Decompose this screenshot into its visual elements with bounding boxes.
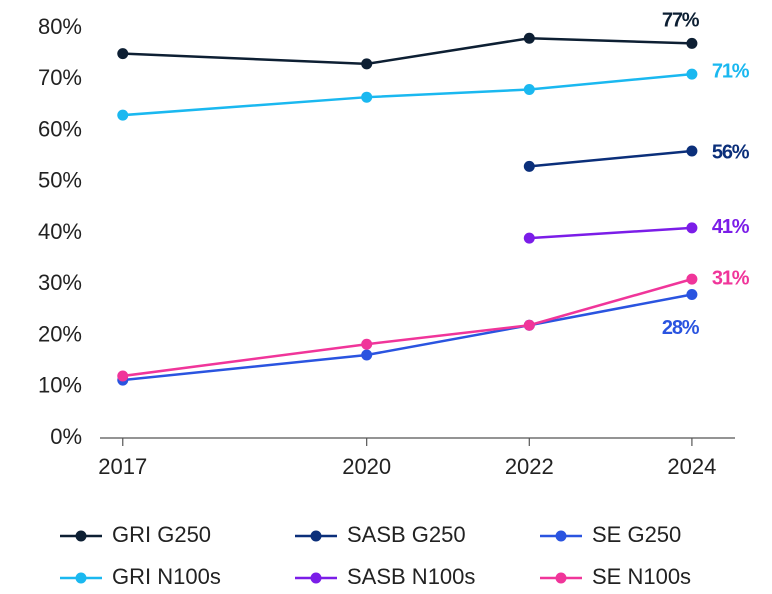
y-tick-label: 50% [38, 168, 82, 193]
data-label: 41% [712, 216, 750, 238]
data-point [686, 37, 698, 49]
data-point [686, 273, 698, 285]
legend-marker [555, 572, 567, 584]
legend-marker [75, 530, 87, 542]
y-tick-label: 80% [38, 14, 82, 39]
data-point [117, 370, 129, 382]
data-point [361, 58, 373, 70]
y-tick-label: 0% [50, 424, 82, 449]
y-tick-label: 30% [38, 270, 82, 295]
legend-marker [75, 572, 87, 584]
data-point [686, 289, 698, 300]
series-line [122, 277, 693, 378]
y-tick-label: 20% [38, 321, 82, 346]
data-point [523, 232, 535, 244]
legend-label: SASB N100s [347, 564, 475, 589]
data-point [117, 48, 129, 60]
legend-label: SE G250 [592, 522, 681, 547]
series-line [122, 36, 692, 66]
series-line [122, 293, 693, 382]
series-line [529, 226, 692, 240]
data-point [523, 160, 535, 172]
x-tick-label: 2020 [342, 454, 391, 479]
legend-label: GRI G250 [112, 522, 211, 547]
y-tick-label: 10% [38, 373, 82, 398]
data-point [686, 68, 698, 80]
y-tick-label: 70% [38, 65, 82, 90]
data-point [361, 338, 373, 350]
y-tick-label: 40% [38, 219, 82, 244]
data-label: 77% [662, 10, 700, 32]
data-label: 31% [712, 267, 750, 289]
data-point [523, 32, 535, 44]
data-point [523, 84, 535, 95]
data-label: 71% [712, 60, 750, 82]
series-line [529, 149, 693, 168]
data-point [361, 349, 373, 361]
data-point [523, 319, 535, 331]
legend-marker [555, 530, 567, 542]
data-label: 56% [712, 141, 750, 163]
legend-marker [310, 572, 322, 584]
data-point [361, 91, 373, 103]
data-label: 28% [662, 317, 700, 339]
data-point [686, 222, 698, 234]
legend-label: GRI N100s [112, 564, 221, 589]
data-point [117, 109, 129, 121]
y-tick-label: 60% [38, 116, 82, 141]
legend-label: SASB G250 [347, 522, 466, 547]
legend-marker [310, 530, 322, 542]
x-tick-label: 2017 [98, 454, 147, 479]
x-tick-label: 2024 [667, 454, 716, 479]
x-tick-label: 2022 [505, 454, 554, 479]
series-line [122, 72, 693, 117]
data-point [686, 145, 698, 157]
legend-label: SE N100s [592, 564, 691, 589]
